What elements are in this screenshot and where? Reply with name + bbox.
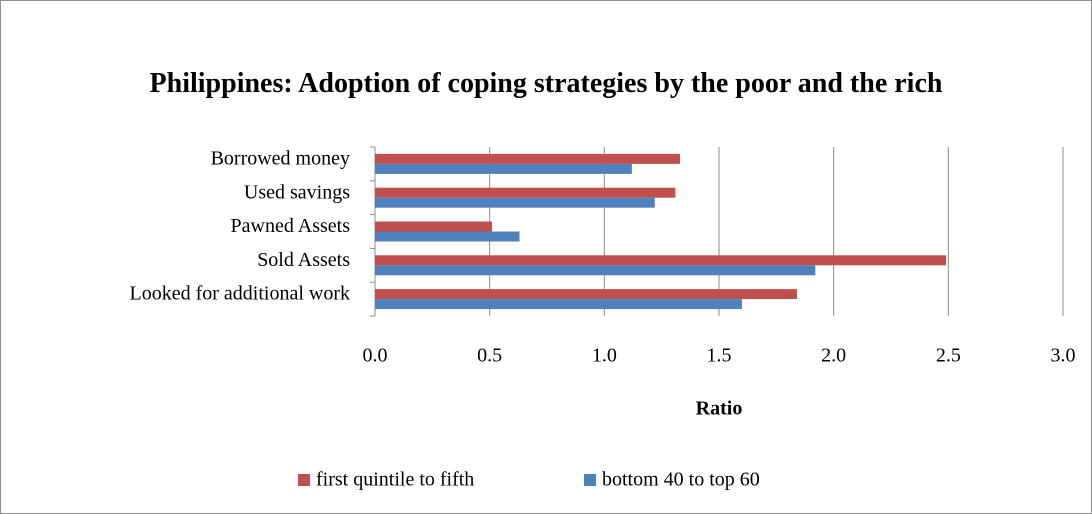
x-tick-label: 0.5	[477, 345, 502, 367]
bar	[375, 265, 816, 276]
bar	[375, 289, 797, 300]
y-tick-label: Pawned Assets	[231, 215, 351, 237]
bar	[375, 187, 676, 198]
bar	[375, 163, 632, 174]
bar	[375, 255, 947, 266]
y-tick-label: Looked for additional work	[130, 283, 351, 305]
legend-swatch	[584, 474, 596, 486]
bar	[375, 221, 492, 232]
x-tick-label: 3.0	[1051, 345, 1076, 367]
legend-label: bottom 40 to top 60	[602, 469, 760, 491]
bar	[375, 231, 520, 242]
x-tick-label: 1.5	[707, 345, 732, 367]
legend-swatch	[298, 474, 310, 486]
x-tick-label: 2.5	[936, 345, 961, 367]
y-tick-label: Used savings	[244, 181, 350, 203]
y-tick-label: Borrowed money	[211, 147, 350, 169]
bar	[375, 197, 655, 208]
x-tick-label: 1.0	[592, 345, 617, 367]
bar	[375, 299, 742, 310]
x-tick-label: 2.0	[821, 345, 846, 367]
x-axis-title: Ratio	[696, 398, 743, 420]
legend-label: first quintile to fifth	[316, 469, 474, 491]
x-tick-label: 0.0	[363, 345, 388, 367]
chart-title: Philippines: Adoption of coping strategi…	[149, 68, 943, 99]
bar	[375, 153, 681, 164]
y-tick-label: Sold Assets	[257, 249, 350, 271]
